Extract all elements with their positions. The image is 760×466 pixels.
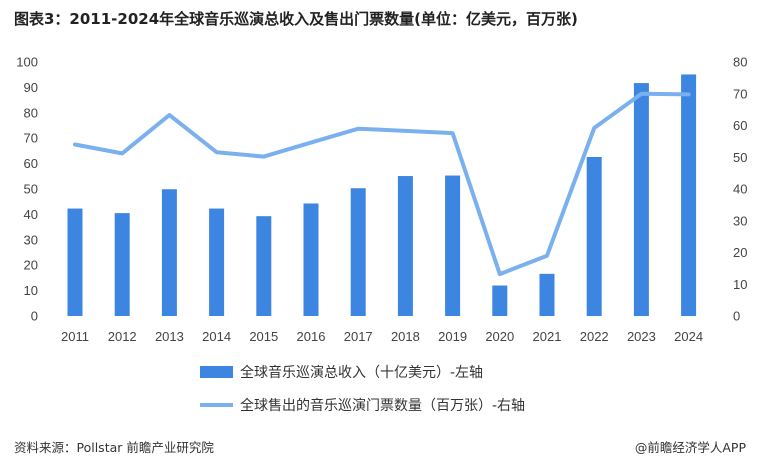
- x-tick-label: 2019: [438, 329, 467, 344]
- left-tick-label: 20: [24, 258, 38, 273]
- x-tick-label: 2024: [674, 329, 703, 344]
- right-tick-label: 20: [733, 245, 747, 260]
- right-tick-label: 50: [733, 150, 747, 165]
- x-tick-label: 2012: [108, 329, 137, 344]
- left-tick-label: 100: [16, 55, 38, 70]
- bar-series: [67, 74, 697, 316]
- left-tick-label: 90: [24, 80, 38, 95]
- x-tick-label: 2020: [485, 329, 514, 344]
- left-tick-label: 40: [24, 207, 38, 222]
- bar: [114, 213, 130, 316]
- bar: [445, 175, 461, 316]
- bar: [303, 203, 319, 316]
- bar: [209, 208, 225, 316]
- bar: [67, 208, 83, 316]
- right-tick-label: 40: [733, 182, 747, 197]
- x-tick-label: 2023: [627, 329, 656, 344]
- right-tick-label: 60: [733, 118, 747, 133]
- bar: [397, 176, 413, 316]
- x-tick-label: 2011: [61, 329, 89, 344]
- source-note: 资料来源：Pollstar 前瞻产业研究院: [14, 440, 214, 455]
- chart-title: 图表3：2011-2024年全球音乐巡演总收入及售出门票数量(单位：亿美元，百万…: [14, 10, 578, 28]
- left-tick-label: 30: [24, 232, 38, 247]
- left-axis-ticks: 0 10 20 30 40 50 60 70 80 90 100: [16, 55, 38, 324]
- bar: [633, 83, 649, 316]
- legend-label-line: 全球售出的音乐巡演门票数量（百万张）-右轴: [240, 397, 525, 414]
- left-tick-label: 50: [24, 182, 38, 197]
- right-tick-label: 80: [733, 55, 747, 70]
- bar: [161, 189, 177, 316]
- left-tick-label: 70: [24, 131, 38, 146]
- legend-label-bar: 全球音乐巡演总收入（十亿美元）-左轴: [240, 364, 483, 381]
- right-axis-ticks: 0 10 20 30 40 50 60 70 80: [733, 55, 747, 324]
- x-axis-ticks: 2011 2012 2013 2014 2015 2016 2017 2018 2019 2020…: [61, 329, 703, 344]
- line-path: [73, 91, 691, 277]
- right-tick-label: 10: [733, 277, 747, 292]
- right-tick-label: 0: [733, 309, 740, 324]
- legend-swatch-bar: [200, 366, 233, 378]
- x-tick-label: 2017: [344, 329, 373, 344]
- x-tick-label: 2018: [391, 329, 420, 344]
- bar: [256, 216, 272, 316]
- bar: [586, 156, 602, 316]
- credit-note: @前瞻经济学人APP: [634, 440, 746, 455]
- left-tick-label: 10: [24, 283, 38, 298]
- x-tick-label: 2014: [202, 329, 231, 344]
- x-tick-label: 2013: [155, 329, 184, 344]
- left-tick-label: 80: [24, 105, 38, 120]
- bar: [492, 285, 508, 316]
- right-tick-label: 30: [733, 213, 747, 228]
- bar: [350, 188, 366, 316]
- bar: [539, 273, 555, 316]
- line-series: [73, 91, 691, 277]
- x-tick-label: 2016: [297, 329, 326, 344]
- bar: [681, 74, 697, 316]
- left-tick-label: 0: [31, 309, 38, 324]
- x-tick-label: 2015: [249, 329, 278, 344]
- x-tick-label: 2021: [533, 329, 562, 344]
- right-tick-label: 70: [733, 86, 747, 101]
- x-tick-label: 2022: [580, 329, 609, 344]
- left-tick-label: 60: [24, 156, 38, 171]
